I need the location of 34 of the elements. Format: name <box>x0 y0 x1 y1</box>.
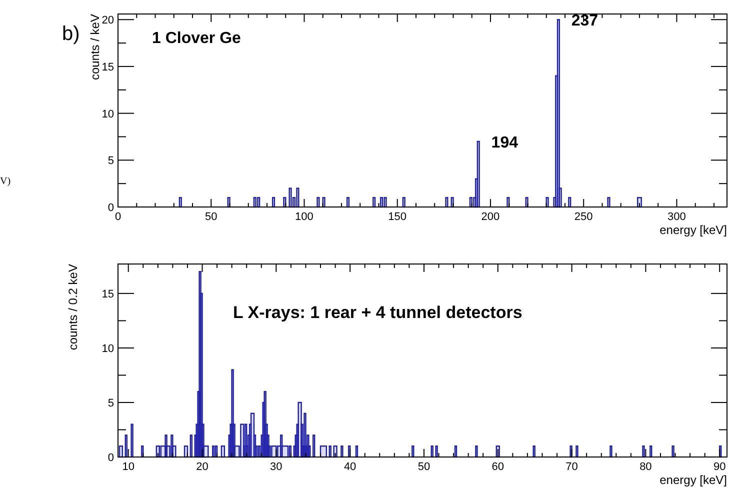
x-tick-label: 90 <box>713 461 726 473</box>
x-tick-label: 70 <box>566 461 578 473</box>
x-tick-label: 10 <box>122 461 134 473</box>
y-tick-label: 5 <box>108 155 114 168</box>
x-tick-label: 100 <box>295 211 314 223</box>
x-tick-label: 80 <box>640 461 652 473</box>
y-tick-label: 20 <box>102 14 114 27</box>
x-tick-label: 60 <box>492 461 504 473</box>
y-tick-label: 10 <box>102 108 114 120</box>
x-axis-title: energy [keV] <box>660 473 727 487</box>
y-axis-title: counts / 0.2 keV <box>66 264 80 350</box>
x-tick-label: 20 <box>196 461 208 473</box>
x-tick-label: 250 <box>574 211 593 223</box>
x-tick-label: 50 <box>418 461 430 473</box>
annotation: L X-rays: 1 rear + 4 tunnel detectors <box>233 303 522 322</box>
text: V) <box>0 176 11 187</box>
y-tick-label: 15 <box>102 61 114 74</box>
x-tick-label: 200 <box>481 211 500 223</box>
annotation: 1 Clover Ge <box>152 30 242 47</box>
y-tick-label: 15 <box>102 288 114 300</box>
x-tick-label: 40 <box>344 461 356 473</box>
x-axis-title: energy [keV] <box>660 223 727 237</box>
y-tick-label: 0 <box>108 202 114 214</box>
y-axis-title: counts / keV <box>88 14 102 80</box>
y-tick-label: 5 <box>108 397 114 410</box>
x-tick-label: 300 <box>668 211 686 223</box>
x-tick-label: 50 <box>204 211 218 223</box>
x-tick-label: 30 <box>270 461 282 473</box>
annotation: 194 <box>491 134 518 152</box>
x-tick-label: 150 <box>388 211 407 223</box>
y-tick-label: 10 <box>102 342 114 355</box>
y-tick-label: 0 <box>108 452 114 464</box>
text: b) <box>62 23 80 45</box>
annotation: 237 <box>571 12 598 30</box>
